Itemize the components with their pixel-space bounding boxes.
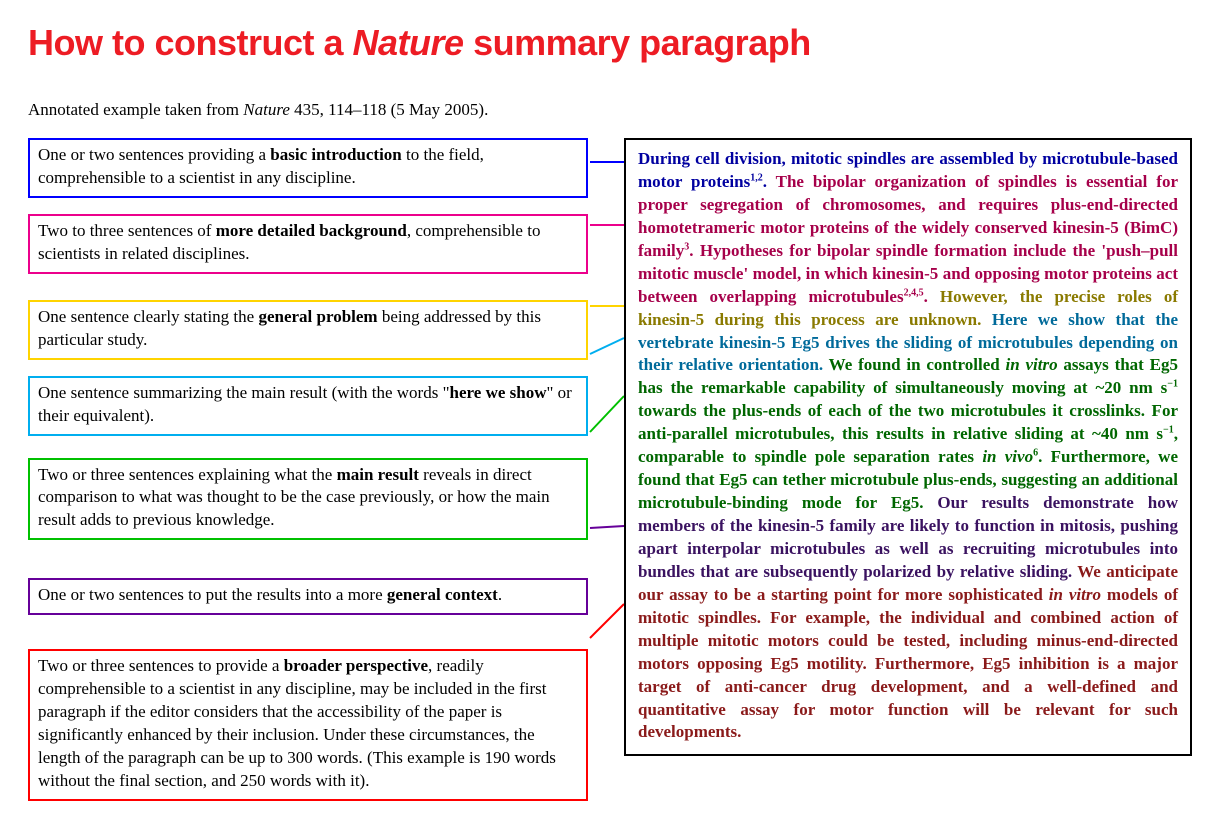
connector-5 — [590, 526, 624, 528]
connector-4 — [590, 396, 624, 432]
caption-pre: Annotated example taken from — [28, 100, 243, 119]
abstract-segment-1: The bipolar organization of spindles is … — [638, 172, 1178, 306]
two-column-layout: One or two sentences providing a basic i… — [28, 138, 1192, 817]
abstract-paragraph: During cell division, mitotic spindles a… — [624, 138, 1192, 756]
page-title: How to construct a Nature summary paragr… — [28, 22, 1192, 64]
annotation-box-1: Two to three sentences of more detailed … — [28, 214, 588, 274]
annotation-box-6: Two or three sentences to provide a broa… — [28, 649, 588, 801]
caption: Annotated example taken from Nature 435,… — [28, 100, 1192, 120]
caption-post: 435, 114–118 (5 May 2005). — [290, 100, 488, 119]
title-pre: How to construct a — [28, 22, 353, 63]
caption-italic: Nature — [243, 100, 290, 119]
connector-6 — [590, 604, 624, 638]
annotation-box-5: One or two sentences to put the results … — [28, 578, 588, 615]
connector-3 — [590, 338, 624, 354]
abstract-segment-6: We anticipate our assay to be a starting… — [638, 562, 1178, 742]
annotation-box-2: One sentence clearly stating the general… — [28, 300, 588, 360]
title-post: summary paragraph — [464, 22, 811, 63]
annotation-box-3: One sentence summarizing the main result… — [28, 376, 588, 436]
title-italic: Nature — [353, 22, 464, 63]
annotation-column: One or two sentences providing a basic i… — [28, 138, 588, 817]
abstract-segment-4: We found in controlled in vitro assays t… — [638, 355, 1178, 512]
annotation-box-0: One or two sentences providing a basic i… — [28, 138, 588, 198]
annotation-box-4: Two or three sentences explaining what t… — [28, 458, 588, 541]
